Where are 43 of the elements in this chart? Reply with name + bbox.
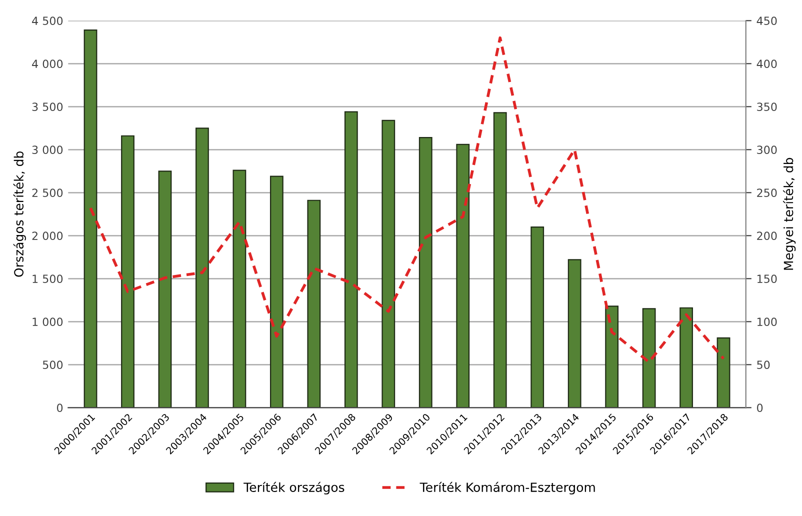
y-tick-label: 0 (56, 404, 63, 412)
bar (84, 30, 98, 408)
bar (568, 259, 582, 408)
y-tick-label: 3 500 (32, 102, 63, 112)
y-tick-label: 4 500 (32, 16, 63, 26)
bar (158, 170, 172, 408)
y2-tick-label: 200 (757, 232, 777, 240)
bar (493, 112, 507, 408)
y-tick-label: 2 500 (32, 188, 63, 198)
bar (232, 170, 246, 408)
bar (642, 308, 656, 408)
bar (680, 307, 693, 408)
y2-tick-label: 450 (756, 16, 777, 26)
y-axis-title: Országos teríték, db (13, 152, 26, 277)
y-tick-label: 3 000 (32, 146, 63, 154)
y2-tick-label: 250 (757, 188, 777, 198)
line-series (89, 36, 725, 364)
bar (121, 135, 134, 408)
y2-tick-label: 350 (757, 102, 777, 112)
bar (344, 111, 358, 408)
y-tick-label: 1 000 (32, 318, 63, 326)
bar (418, 137, 432, 408)
y-tick-label: 1 500 (32, 274, 63, 284)
bar (456, 144, 470, 408)
y2-tick-label: 150 (757, 274, 777, 284)
y2-tick-label: 50 (757, 360, 770, 370)
y2-tick-label: 400 (756, 60, 777, 68)
legend-label: Teríték Komárom-Esztergom (420, 482, 595, 494)
y2-tick-label: 300 (757, 146, 777, 154)
y2-axis-title: Megyei teríték, db (783, 158, 796, 270)
legend-label: Teríték országos (244, 482, 344, 494)
y2-tick-label: 0 (757, 404, 763, 412)
bar (716, 337, 730, 408)
bar (530, 226, 544, 408)
bar (605, 306, 619, 408)
y2-tick-label: 100 (757, 318, 777, 326)
y-tick-label: 2 000 (32, 232, 63, 240)
bar (196, 128, 209, 408)
bar (270, 176, 284, 408)
bar (382, 120, 396, 408)
y-tick-label: 500 (42, 360, 63, 370)
bar (307, 200, 321, 408)
y-tick-label: 4 000 (32, 60, 63, 68)
